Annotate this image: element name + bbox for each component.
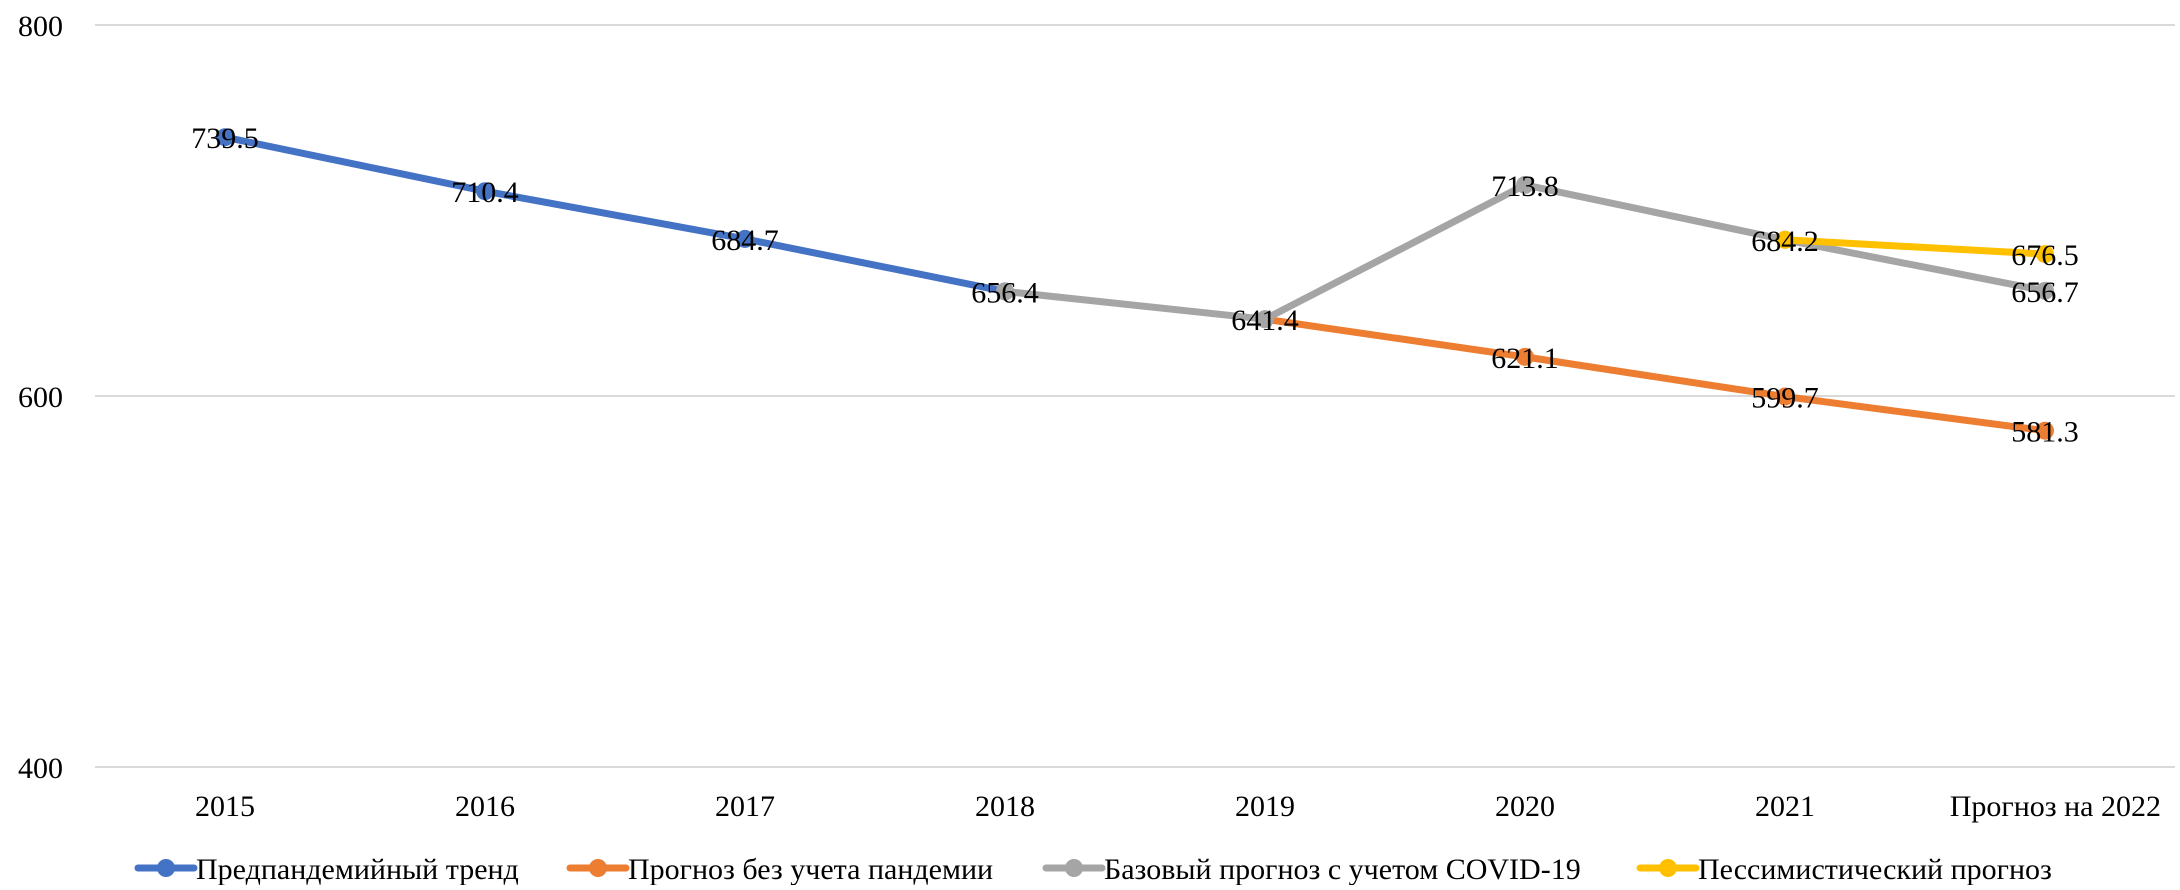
series-line-1: [221, 133, 1009, 295]
series-point-3: [1256, 310, 1274, 329]
series-point-1: [216, 128, 234, 147]
series-line-3: [1001, 181, 2049, 323]
data-label: 710.4: [451, 176, 519, 209]
legend-label-2: Прогноз без учета пандемии: [628, 853, 993, 885]
y-tick-label: 800: [18, 10, 63, 43]
data-label: 684.7: [711, 224, 779, 257]
data-label: 581.3: [2011, 416, 2079, 449]
chart-legend: Предпандемийный тренд Прогноз без учета п…: [134, 853, 2052, 886]
data-label: 713.8: [1491, 170, 1559, 203]
series-point-3: [1516, 175, 1534, 194]
legend-marker-4: [1659, 859, 1677, 877]
series-line-2: [1261, 315, 2049, 435]
legend-marker-2: [589, 859, 607, 877]
data-label: 621.1: [1491, 342, 1559, 375]
series-layer: [216, 128, 2054, 440]
series-point-1: [476, 182, 494, 201]
x-tick-label: 2019: [1235, 790, 1295, 823]
data-label: 676.5: [2011, 239, 2079, 272]
series-point-3: [996, 282, 1014, 301]
data-label: 656.4: [971, 276, 1039, 309]
legend-label-1: Предпандемийный тренд: [196, 853, 519, 885]
series-point-1: [736, 229, 754, 248]
series-point-2: [1516, 347, 1534, 366]
data-label: 599.7: [1751, 382, 1819, 415]
x-tick-label: 2018: [975, 790, 1035, 823]
data-label: 684.2: [1751, 225, 1819, 258]
y-tick-label: 400: [18, 752, 63, 785]
x-tick-label: Прогноз на 2022: [1950, 790, 2161, 823]
label-layer: 739.5 710.4 684.7 656.4 641.4 713.8 621.1 684.2…: [191, 122, 2079, 448]
series-point-2: [1776, 387, 1794, 406]
series-point-3: [2036, 281, 2054, 300]
data-label: 656.7: [2011, 276, 2079, 309]
x-tick-label: 2017: [715, 790, 775, 823]
x-tick-label: 2021: [1755, 790, 1815, 823]
y-tick-label: 600: [18, 381, 63, 414]
legend-label-4: Пессимистический прогноз: [1698, 853, 2052, 885]
legend-marker-3: [1065, 859, 1083, 877]
data-label: 641.4: [1231, 304, 1299, 337]
series-point-4: [2036, 245, 2054, 264]
grid-layer: [95, 24, 2175, 768]
legend-marker-1: [157, 859, 175, 877]
legend-label-3: Базовый прогноз с учетом COVID-19: [1104, 853, 1581, 885]
x-tick-label: 2015: [195, 790, 255, 823]
data-label: 739.5: [191, 122, 259, 155]
axis-layer: 400 600 800 2015 2016 2017 2018 2019 2020 2021 Про…: [18, 10, 2161, 823]
series-point-4: [1776, 230, 1794, 249]
series-line-4: [1781, 236, 2049, 258]
series-point-2: [2036, 421, 2054, 440]
x-tick-label: 2020: [1495, 790, 1555, 823]
x-tick-label: 2016: [455, 790, 515, 823]
